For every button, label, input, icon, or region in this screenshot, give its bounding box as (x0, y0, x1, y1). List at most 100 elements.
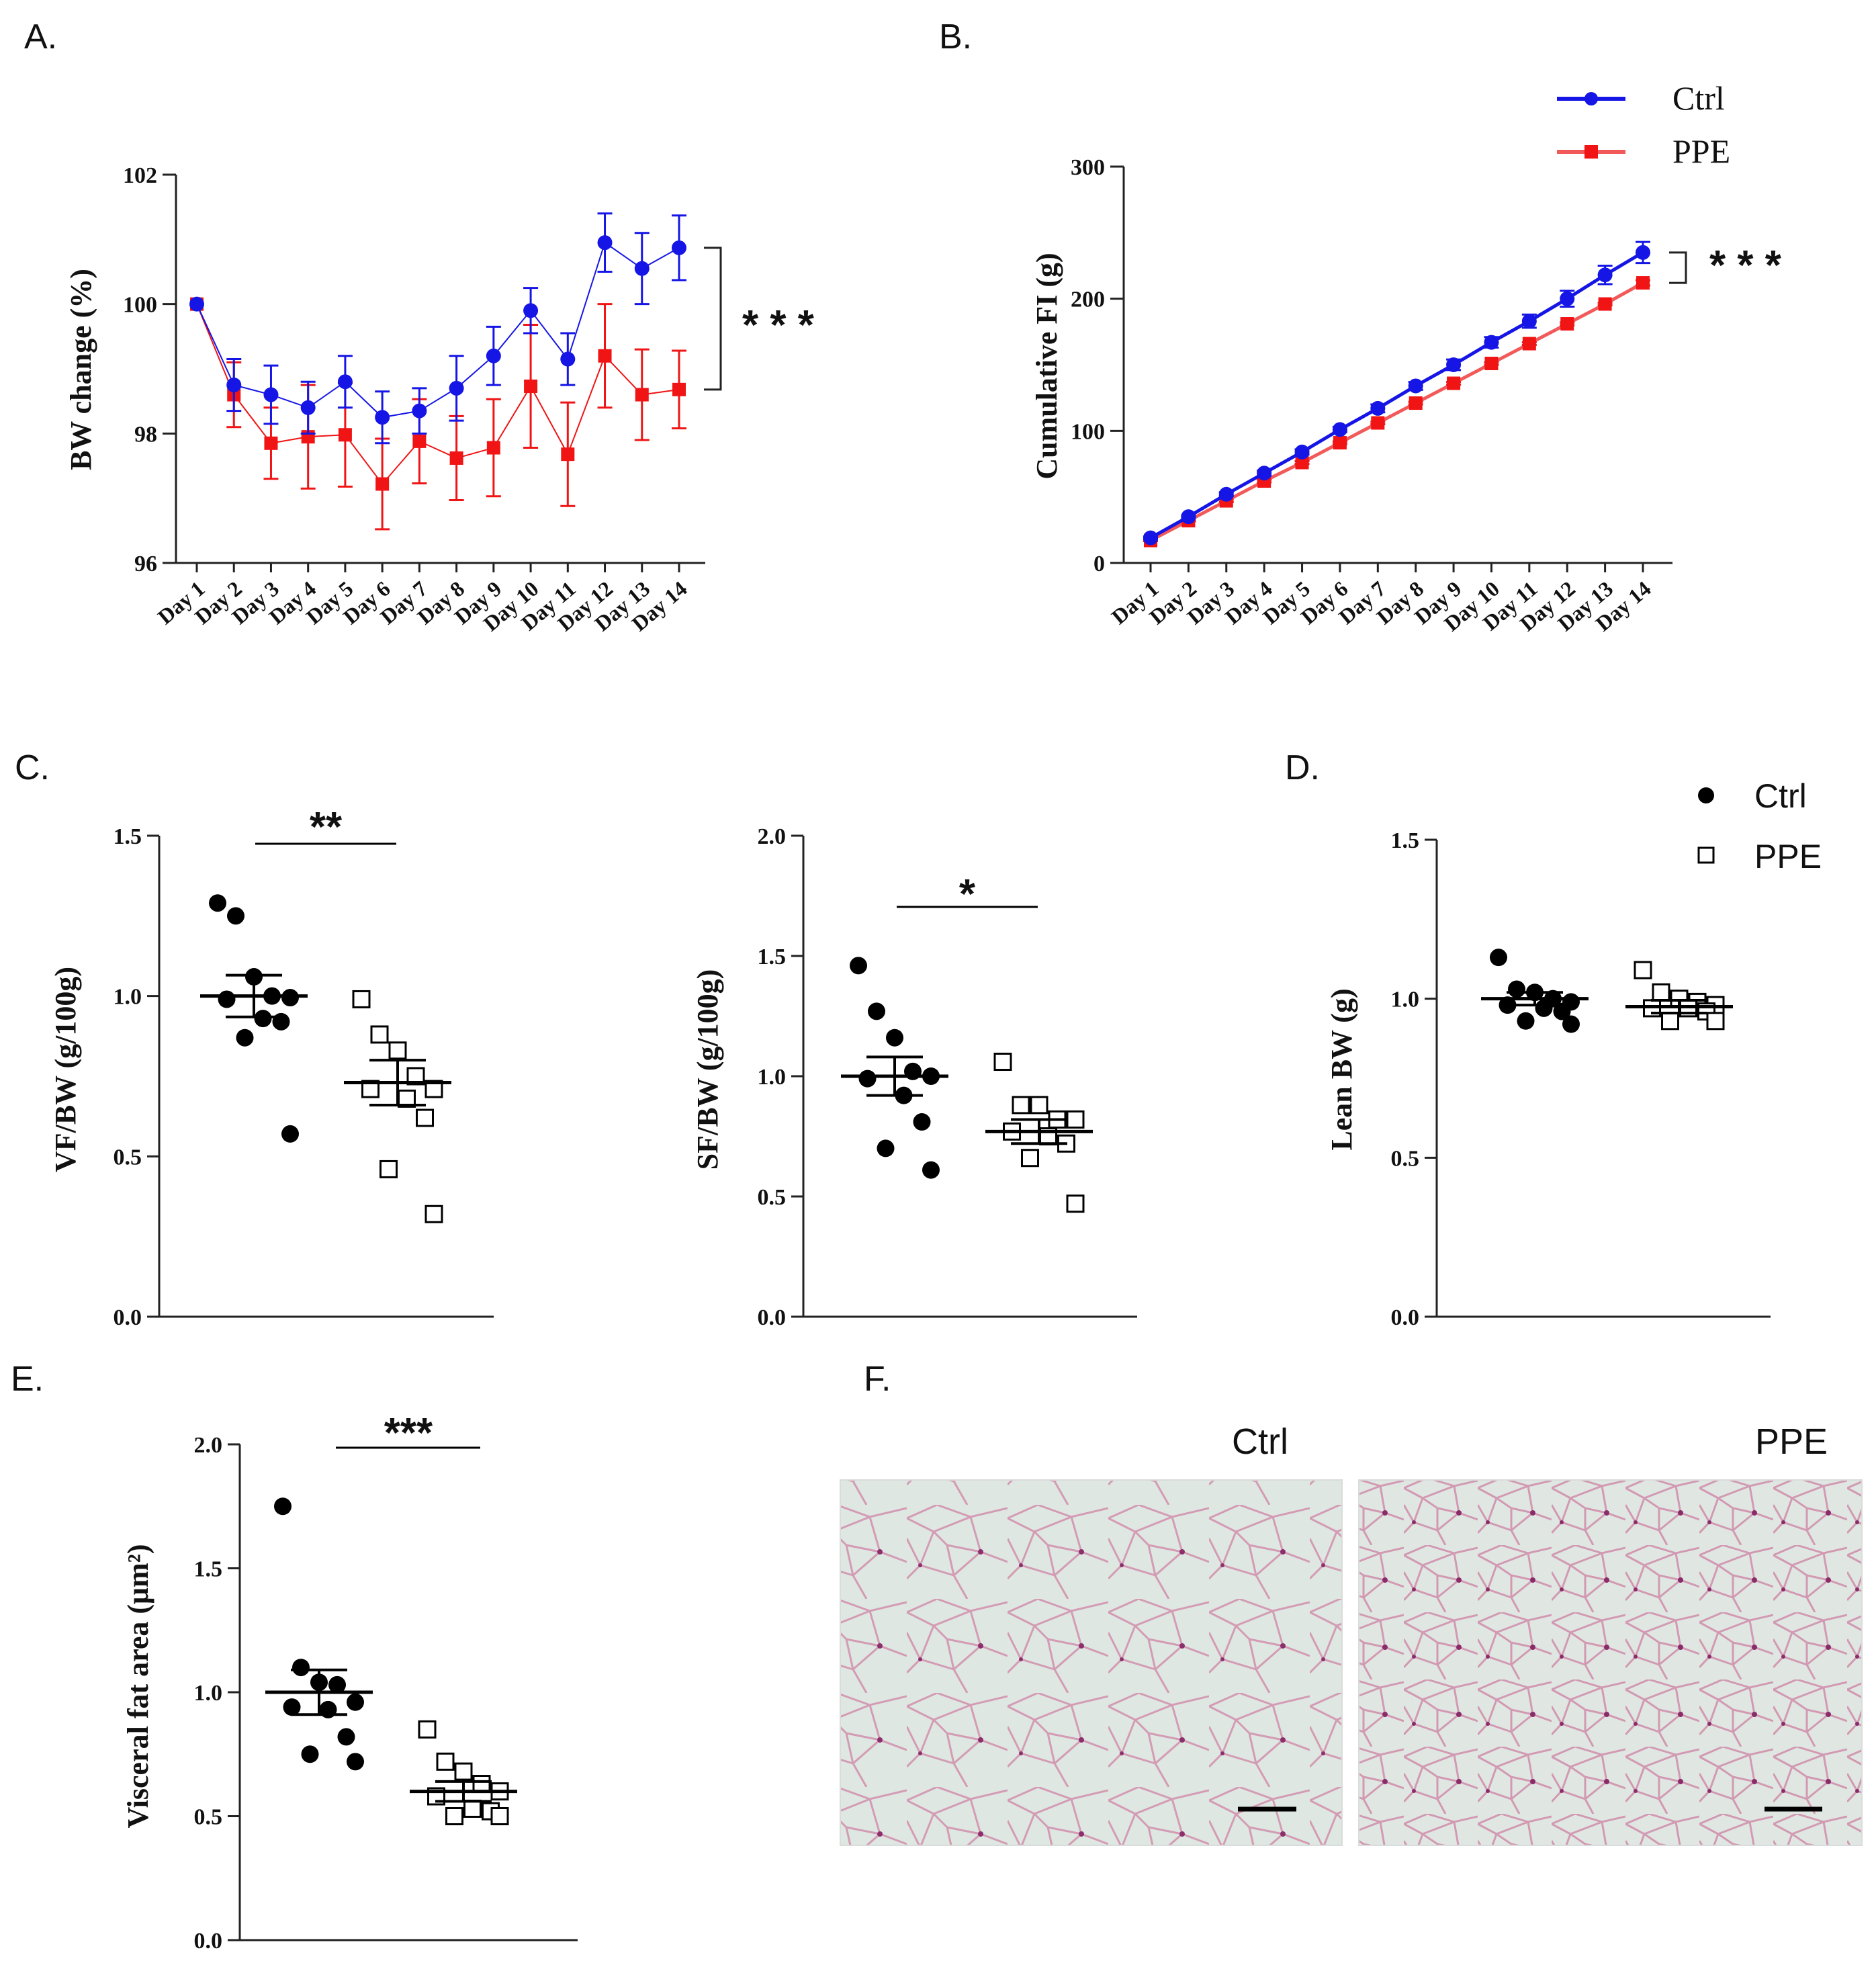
y-tick-label: 2.0 (194, 1433, 223, 1458)
data-point-ppe (388, 1041, 407, 1060)
data-point-ppe (1066, 1110, 1085, 1129)
chart-lean-bw: 0.0 0.5 1.0 1.5 Lean BW (g) (1325, 828, 1771, 1330)
data-point-ppe (379, 1160, 398, 1178)
data-point-ppe (472, 1775, 491, 1794)
chart-vf-bw: 0.0 0.5 1.0 1.5 VF/BW (g/100g) ** (49, 804, 494, 1330)
chart-sf-bw: 0.0 0.5 1.0 1.5 2.0 SF/BW (g/100g) * (691, 824, 1137, 1330)
data-point-ppe (1706, 1012, 1725, 1031)
y-axis-label: SF/BW (g/100g) (691, 969, 724, 1170)
data-point-ppe (1409, 396, 1423, 410)
data-point-ctrl (1521, 314, 1537, 329)
y-axis-label: Lean BW (g) (1325, 988, 1358, 1150)
data-point-ppe (1634, 961, 1652, 979)
data-point-ppe (416, 1108, 434, 1127)
data-point-ppe (375, 477, 390, 491)
data-point-ppe (490, 1807, 509, 1825)
data-point-ctrl (347, 1753, 364, 1771)
data-point-ctrl (486, 348, 501, 363)
data-point-ctrl (886, 1029, 903, 1047)
y-tick-label: 0.5 (758, 1185, 787, 1210)
panel-label-b: B. (939, 17, 972, 56)
significance-label: * (959, 871, 976, 918)
data-point-ctrl (1294, 444, 1310, 460)
y-tick-label: 0.5 (1391, 1146, 1420, 1171)
data-point-ctrl (634, 261, 650, 276)
data-point-ctrl (412, 403, 427, 419)
data-point-ctrl (868, 1002, 885, 1020)
y-tick-label: 0.0 (194, 1929, 223, 1954)
legend-d: Ctrl PPE (1697, 777, 1822, 875)
y-tick-label: 1.0 (194, 1681, 223, 1706)
y-tick-label: 0.5 (194, 1805, 223, 1830)
significance-label: * * * (742, 302, 815, 349)
data-point-ppe (264, 436, 278, 450)
y-axis-label: VF/BW (g/100g) (49, 967, 82, 1172)
data-point-ctrl (449, 380, 464, 396)
data-point-ctrl (1535, 999, 1553, 1017)
data-point-ppe (1522, 337, 1536, 351)
data-point-ppe (418, 1720, 437, 1739)
data-point-ctrl (1560, 291, 1575, 306)
data-point-ctrl (523, 303, 539, 318)
data-point-ppe (1484, 357, 1499, 371)
data-point-ctrl (1562, 1015, 1580, 1033)
y-axis-label: BW change (%) (64, 269, 97, 470)
data-point-ctrl (209, 894, 226, 912)
data-point-ppe (412, 434, 427, 448)
data-point-ctrl (292, 1659, 310, 1677)
data-point-ctrl (597, 235, 613, 251)
data-point-ctrl (328, 1675, 346, 1694)
data-point-ctrl (1636, 245, 1650, 260)
data-point-ppe (1371, 416, 1385, 430)
y-tick-label: 96 (134, 552, 157, 576)
data-point-ctrl (226, 378, 242, 393)
significance-bracket (1669, 251, 1687, 284)
y-tick-label: 200 (1071, 288, 1105, 312)
legend-top: Ctrl PPE (1557, 79, 1730, 170)
y-tick-label: 1.0 (1391, 988, 1420, 1012)
data-point-ppe (454, 1762, 473, 1781)
data-point-ctrl (236, 1029, 254, 1047)
data-point-ctrl (300, 400, 316, 415)
y-tick-label: 1.0 (114, 985, 142, 1010)
y-axis-label: Visceral fat area (μm²) (122, 1544, 154, 1829)
chart-visceral-fat-area: 0.0 0.5 1.0 1.5 2.0 Visceral fat area (μm²) **… (122, 1410, 578, 1954)
data-point-ctrl (375, 410, 390, 425)
data-point-ctrl (877, 1139, 895, 1157)
data-point-ppe (1652, 983, 1670, 1002)
data-point-ppe (1295, 455, 1309, 470)
legend-marker-ppe (1584, 145, 1598, 159)
y-tick-label: 102 (123, 163, 157, 188)
data-point-ctrl (913, 1113, 931, 1131)
y-tick-label: 0 (1093, 552, 1105, 576)
panel-label-d: D. (1285, 748, 1320, 787)
data-point-ctrl (858, 1069, 877, 1088)
panel-label-e: E. (11, 1360, 44, 1399)
data-point-ctrl (1553, 1002, 1571, 1020)
data-point-ppe (370, 1025, 389, 1044)
data-point-ppe (338, 428, 352, 442)
data-point-ctrl (347, 1693, 364, 1711)
histology-title-ppe: PPE (1755, 1422, 1828, 1462)
y-axis-label: Cumulative FI (g) (1030, 253, 1063, 479)
data-point-ppe (445, 1807, 463, 1825)
data-point-ctrl (1597, 267, 1613, 283)
data-point-ppe (598, 349, 612, 363)
data-point-ctrl (1257, 466, 1272, 481)
data-point-ppe (524, 380, 538, 394)
legend-d-label-ppe: PPE (1754, 838, 1822, 875)
panel-label-a: A. (24, 17, 57, 56)
data-point-ctrl (560, 351, 576, 367)
data-point-ppe (1333, 436, 1347, 450)
panel-label-f: F. (864, 1360, 891, 1399)
data-point-ctrl (1508, 980, 1525, 998)
data-point-ctrl (274, 1497, 292, 1516)
data-point-ctrl (227, 907, 244, 925)
data-point-ctrl (301, 1745, 319, 1763)
y-tick-label: 1.5 (114, 824, 142, 849)
histology-image-ctrl (840, 1479, 1343, 1846)
data-point-ppe (463, 1799, 482, 1818)
data-point-ppe (1560, 317, 1574, 331)
